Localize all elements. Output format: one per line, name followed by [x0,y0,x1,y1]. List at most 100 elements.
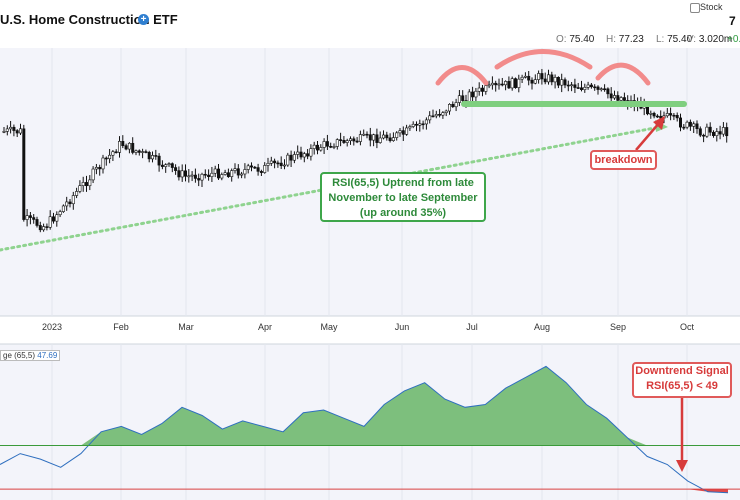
candle-body [596,86,600,90]
candle-body [230,170,234,177]
candle-body [184,170,188,177]
candle-body [91,168,95,181]
candle-body [207,174,211,177]
candle-body [411,123,415,127]
price-change: +0.1 [727,34,740,45]
candle-body [560,79,564,86]
candle-body [339,139,343,141]
candle-body [302,153,306,158]
candle-body [599,88,603,91]
candle-body [715,131,719,136]
candle-body [193,174,197,179]
candle-body [471,91,475,98]
candle-body [570,84,574,87]
candle-body [68,201,72,205]
candle-body [94,167,98,170]
breakdown-annotation: breakdown [590,150,657,170]
candle-body [372,134,376,141]
candle-body [579,87,583,90]
candle-body [190,174,194,177]
candle-body [652,112,656,117]
candle-body [454,102,458,108]
candle-body [589,84,593,88]
candle-body [381,134,385,139]
candle-body [210,172,214,177]
uptrend-line-3: (up around 35%) [359,207,447,219]
candle-body [104,157,108,160]
candle-body [573,84,577,88]
ohlc-volume-value: 3.020m [698,34,733,45]
candle-body [457,95,461,103]
candle-body [121,141,125,146]
candle-body [164,164,168,167]
candle-body [108,154,112,160]
candle-body [606,88,610,95]
candle-body [672,114,676,117]
candle-body [669,113,673,116]
month-tick-label: Oct [680,322,695,332]
candle-body [78,185,82,192]
candle-body [477,87,481,92]
candle-body [256,167,260,172]
right-shoulder-arc [595,62,651,86]
candle-body [213,168,217,174]
candle-body [279,162,283,167]
ohlc-volume: V: 3.020m [687,34,732,45]
candle-body [263,165,267,173]
candle-body [484,85,488,92]
candle-body [494,82,498,86]
candle-body [523,75,527,78]
candle-body [180,170,184,178]
candle-body [329,146,333,148]
candle-body [414,123,418,126]
candle-body [131,142,135,153]
candle-body [286,154,290,166]
candle-body [269,160,273,164]
candle-body [405,127,409,135]
candle-body [309,148,313,157]
candle-body [718,131,722,135]
candle-body [75,191,79,196]
candle-body [101,157,105,170]
candle-body [408,126,412,129]
candle-body [289,154,293,161]
candle-body [355,140,359,143]
candle-body [273,160,277,164]
uptrend-line-2: November to late September [328,192,478,204]
ohlc-open-key: O: [556,34,567,45]
candle-body [18,128,22,134]
candle-body [368,134,372,141]
candle-body [233,168,237,171]
candle-body [711,131,715,136]
candle-body [167,163,171,166]
candle-body [45,226,49,228]
candle-body [51,216,55,222]
ohlc-open: O: 75.40 [556,34,594,45]
candle-body [692,123,696,127]
candle-body [487,84,491,87]
candle-body [348,138,352,141]
add-chart-icon[interactable]: + [138,14,149,25]
candle-body [174,167,178,171]
candle-body [520,76,524,80]
candle-body [246,165,250,170]
candle-body [586,84,590,88]
candle-body [9,126,13,130]
candle-body [708,126,712,133]
candle-body [81,182,85,186]
indicator-area [0,365,740,494]
downtrend-line-2: RSI(65,5) < 49 [646,380,718,392]
month-tick-label: Sep [610,322,626,332]
candles [2,68,729,233]
candle-body [517,78,521,88]
candle-body [622,97,626,101]
candle-body [418,123,422,126]
candle-body [35,219,39,226]
candle-body [170,163,174,168]
candle-body [649,112,653,115]
ohlc-low: L: 75.40 [656,34,692,45]
candle-body [220,174,224,179]
month-tick-label: Aug [534,322,550,332]
candle-body [609,93,613,99]
